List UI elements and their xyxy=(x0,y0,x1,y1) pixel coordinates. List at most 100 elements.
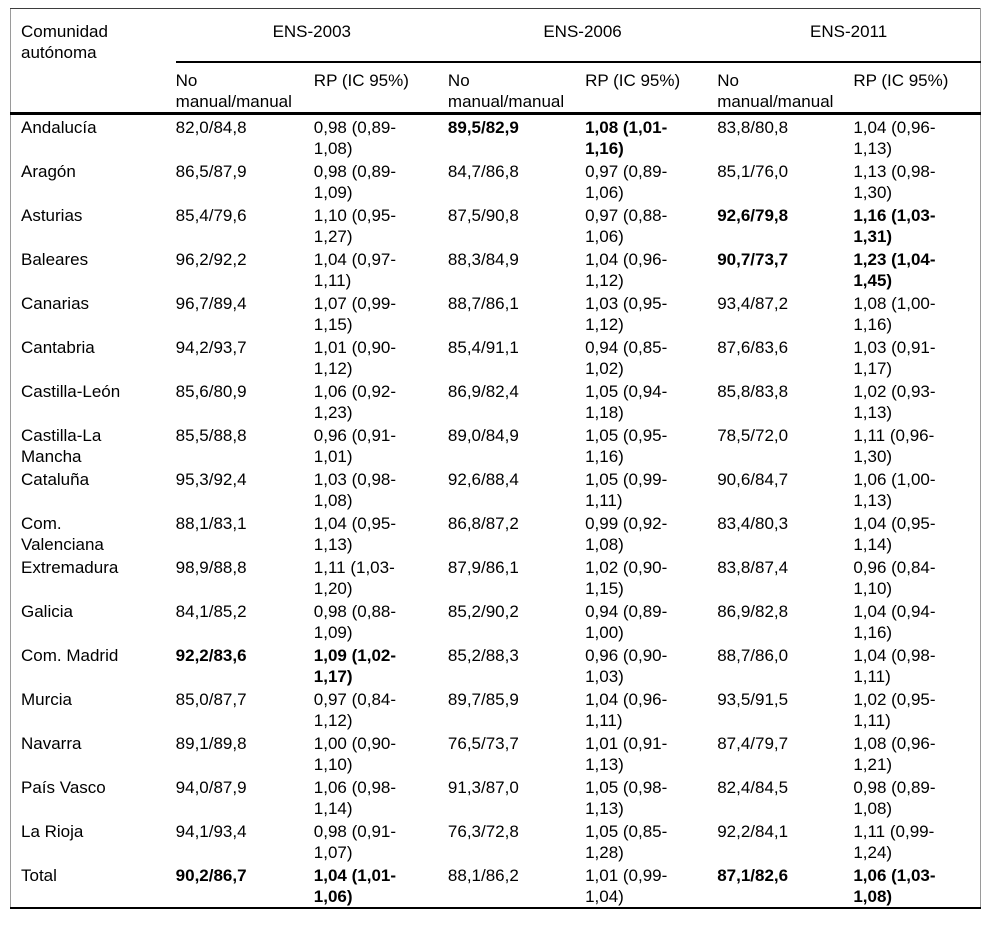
ratio-cell-2011: 93,4/87,2 xyxy=(717,293,789,313)
ratio-cell-2011: 83,8/80,8 xyxy=(717,117,789,137)
ratio-cell-2003: 85,6/80,9 xyxy=(175,381,247,401)
region-name: Baleares xyxy=(21,249,89,269)
rp-cell-2003: 1,04 (0,97-1,11) xyxy=(313,249,397,290)
ratio-cell-2006: 86,8/87,2 xyxy=(447,513,519,533)
ratio-cell-2011: 78,5/72,0 xyxy=(717,425,789,445)
table-row: Cantabria 94,2/93,7 1,01 (0,90-1,12) 85,4/9… xyxy=(11,335,981,379)
rp-cell-2003: 1,06 (0,98-1,14) xyxy=(313,777,397,818)
column-header-rp-2011: RP (IC 95%) xyxy=(853,61,981,115)
ratio-cell-2006: 89,5/82,9 xyxy=(447,117,519,137)
rp-cell-2006: 0,97 (0,89-1,06) xyxy=(585,161,668,202)
ratio-cell-2011: 90,6/84,7 xyxy=(717,469,789,489)
column-header-no-manual-2011: No manual/manual xyxy=(717,61,854,115)
rp-cell-2011: 1,11 (0,99-1,24) xyxy=(853,821,935,862)
ratio-cell-2006: 88,3/84,9 xyxy=(447,249,519,269)
column-header-region: Comunidad autónoma xyxy=(10,8,176,115)
region-name: Cataluña xyxy=(21,469,90,489)
ratio-cell-2006: 91,3/87,0 xyxy=(447,777,519,797)
region-name: Total xyxy=(21,865,57,885)
rp-cell-2003: 0,98 (0,89-1,08) xyxy=(313,117,397,158)
rp-cell-2011: 1,03 (0,91-1,17) xyxy=(853,337,936,378)
ratio-cell-2003: 98,9/88,8 xyxy=(175,557,247,577)
ratio-cell-2003: 82,0/84,8 xyxy=(175,117,247,137)
rp-cell-2011: 1,04 (0,96-1,13) xyxy=(853,117,936,158)
ratio-cell-2006: 88,7/86,1 xyxy=(447,293,519,313)
ratio-cell-2011: 86,9/82,8 xyxy=(717,601,789,621)
ratio-cell-2006: 84,7/86,8 xyxy=(447,161,519,181)
rp-cell-2011: 1,04 (0,95-1,14) xyxy=(853,513,936,554)
column-group-ens-2003: ENS-2003 xyxy=(175,8,448,63)
table-row: Total 90,2/86,7 1,04 (1,01-1,06) 88,1/86,2 1… xyxy=(11,863,981,908)
ratio-cell-2011: 93,5/91,5 xyxy=(717,689,789,709)
table-row: País Vasco 94,0/87,9 1,06 (0,98-1,14) 91,3/… xyxy=(11,775,981,819)
rp-cell-2006: 0,99 (0,92-1,08) xyxy=(585,513,668,554)
ratio-cell-2006: 87,5/90,8 xyxy=(447,205,519,225)
rp-cell-2011: 1,06 (1,00-1,13) xyxy=(853,469,936,510)
group-header-row: Comunidad autónoma ENS-2003 ENS-2006 ENS… xyxy=(10,8,981,115)
rp-cell-2003: 1,11 (1,03-1,20) xyxy=(313,557,395,598)
rp-cell-2006: 0,97 (0,88-1,06) xyxy=(585,205,668,246)
rp-cell-2011: 0,96 (0,84-1,10) xyxy=(853,557,936,598)
table-row: Canarias 96,7/89,4 1,07 (0,99-1,15) 88,7/86… xyxy=(11,291,981,335)
ratio-cell-2006: 86,9/82,4 xyxy=(447,381,519,401)
ratio-cell-2006: 88,1/86,2 xyxy=(447,865,519,885)
rp-cell-2003: 1,10 (0,95-1,27) xyxy=(313,205,397,246)
rp-cell-2006: 1,05 (0,95-1,16) xyxy=(585,425,668,466)
table-row: Navarra 89,1/89,8 1,00 (0,90-1,10) 76,5/73,… xyxy=(11,731,981,775)
rp-cell-2011: 1,06 (1,03-1,08) xyxy=(853,865,936,906)
table-row: Galicia 84,1/85,2 0,98 (0,88-1,09) 85,2/90,… xyxy=(11,599,981,643)
ratio-cell-2011: 87,1/82,6 xyxy=(717,865,789,885)
rp-cell-2006: 1,05 (0,99-1,11) xyxy=(585,469,668,510)
rp-cell-2003: 1,04 (1,01-1,06) xyxy=(313,865,397,906)
region-name: Castilla-León xyxy=(21,381,121,401)
ratio-cell-2011: 87,4/79,7 xyxy=(717,733,789,753)
ratio-cell-2006: 76,3/72,8 xyxy=(447,821,519,841)
table-row: Murcia 85,0/87,7 0,97 (0,84-1,12) 89,7/85,9… xyxy=(11,687,981,731)
rp-cell-2011: 0,98 (0,89-1,08) xyxy=(853,777,936,818)
rp-cell-2006: 1,01 (0,99-1,04) xyxy=(585,865,668,906)
region-name: Galicia xyxy=(21,601,73,621)
rp-cell-2003: 0,98 (0,89-1,09) xyxy=(313,161,397,202)
rp-cell-2006: 1,01 (0,91-1,13) xyxy=(585,733,668,774)
survey-comparison-table-wrapper: Comunidad autónoma ENS-2003 ENS-2006 ENS… xyxy=(10,8,981,909)
table-body: Andalucía 82,0/84,8 0,98 (0,89-1,08) 89,5/8… xyxy=(11,113,981,908)
rp-cell-2006: 1,02 (0,90-1,15) xyxy=(585,557,668,598)
ratio-cell-2003: 85,0/87,7 xyxy=(175,689,247,709)
column-header-rp-2003: RP (IC 95%) xyxy=(313,61,448,115)
table-row: Baleares 96,2/92,2 1,04 (0,97-1,11) 88,3/84… xyxy=(11,247,981,291)
table-header: Comunidad autónoma ENS-2003 ENS-2006 ENS… xyxy=(10,8,981,115)
region-name: Com. Valenciana xyxy=(21,513,104,554)
ratio-cell-2003: 89,1/89,8 xyxy=(175,733,247,753)
rp-cell-2003: 1,03 (0,98-1,08) xyxy=(313,469,397,510)
ratio-cell-2011: 83,8/87,4 xyxy=(717,557,789,577)
region-name: Castilla-La Mancha xyxy=(21,425,102,466)
column-header-rp-2006: RP (IC 95%) xyxy=(585,61,718,115)
ratio-cell-2003: 85,4/79,6 xyxy=(175,205,247,225)
region-name: La Rioja xyxy=(21,821,84,841)
table-row: Castilla-León 85,6/80,9 1,06 (0,92-1,23) 86… xyxy=(11,379,981,423)
ratio-cell-2003: 94,0/87,9 xyxy=(175,777,247,797)
rp-cell-2006: 1,05 (0,98-1,13) xyxy=(585,777,668,818)
ratio-cell-2003: 90,2/86,7 xyxy=(175,865,247,885)
rp-cell-2003: 1,07 (0,99-1,15) xyxy=(313,293,397,334)
rp-cell-2006: 1,05 (0,94-1,18) xyxy=(585,381,668,422)
region-name: Asturias xyxy=(21,205,83,225)
rp-cell-2011: 1,04 (0,94-1,16) xyxy=(853,601,936,642)
ratio-cell-2006: 76,5/73,7 xyxy=(447,733,519,753)
ratio-cell-2003: 88,1/83,1 xyxy=(175,513,247,533)
rp-cell-2003: 0,98 (0,91-1,07) xyxy=(313,821,397,862)
region-name: Extremadura xyxy=(21,557,119,577)
rp-cell-2006: 1,08 (1,01-1,16) xyxy=(585,117,668,158)
rp-cell-2006: 0,96 (0,90-1,03) xyxy=(585,645,668,686)
rp-cell-2006: 1,05 (0,85-1,28) xyxy=(585,821,668,862)
ratio-cell-2003: 94,1/93,4 xyxy=(175,821,247,841)
ratio-cell-2003: 92,2/83,6 xyxy=(175,645,247,665)
table-row: Com. Valenciana 88,1/83,1 1,04 (0,95-1,13)… xyxy=(11,511,981,555)
region-name: Aragón xyxy=(21,161,76,181)
ratio-cell-2011: 87,6/83,6 xyxy=(717,337,789,357)
table-row: Asturias 85,4/79,6 1,10 (0,95-1,27) 87,5/90… xyxy=(11,203,981,247)
ratio-cell-2011: 92,6/79,8 xyxy=(717,205,789,225)
region-name: Canarias xyxy=(21,293,90,313)
column-header-no-manual-2003: No manual/manual xyxy=(175,61,314,115)
